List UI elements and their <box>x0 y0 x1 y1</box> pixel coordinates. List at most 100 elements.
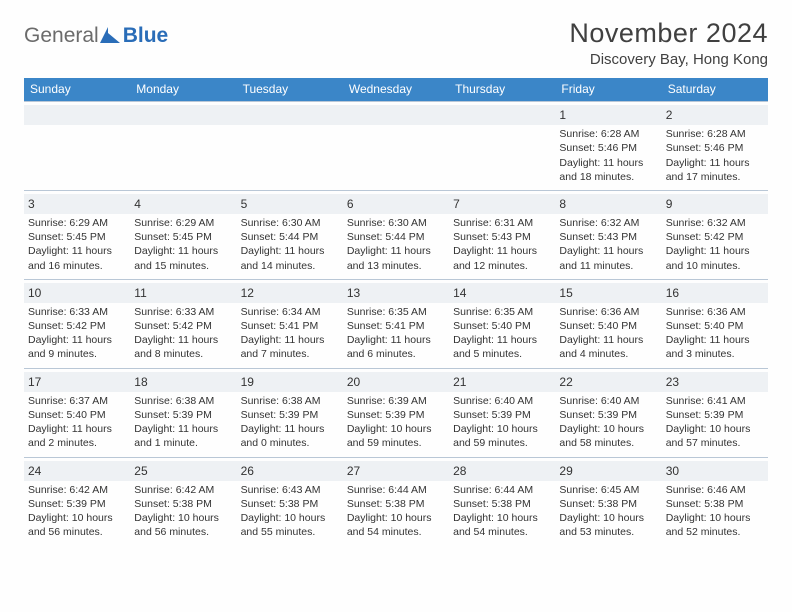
day-number: 17 <box>28 375 41 389</box>
calendar-day: 5Sunrise: 6:30 AMSunset: 5:44 PMDaylight… <box>237 191 343 279</box>
daylight2-text: and 5 minutes. <box>453 347 551 361</box>
weekday-header: Monday <box>130 78 236 101</box>
calendar-day: 25Sunrise: 6:42 AMSunset: 5:38 PMDayligh… <box>130 458 236 546</box>
day-number: 15 <box>559 286 572 300</box>
daylight2-text: and 17 minutes. <box>666 170 764 184</box>
sunset-text: Sunset: 5:38 PM <box>453 497 551 511</box>
daylight2-text: and 11 minutes. <box>559 259 657 273</box>
daylight1-text: Daylight: 11 hours <box>453 244 551 258</box>
calendar-day: 15Sunrise: 6:36 AMSunset: 5:40 PMDayligh… <box>555 280 661 368</box>
weekday-header-row: SundayMondayTuesdayWednesdayThursdayFrid… <box>24 78 768 101</box>
day-number: 18 <box>134 375 147 389</box>
calendar-day: 21Sunrise: 6:40 AMSunset: 5:39 PMDayligh… <box>449 369 555 457</box>
calendar-day: 29Sunrise: 6:45 AMSunset: 5:38 PMDayligh… <box>555 458 661 546</box>
location: Discovery Bay, Hong Kong <box>569 51 768 68</box>
sunset-text: Sunset: 5:38 PM <box>559 497 657 511</box>
sunset-text: Sunset: 5:40 PM <box>666 319 764 333</box>
daylight2-text: and 57 minutes. <box>666 436 764 450</box>
calendar-day: 26Sunrise: 6:43 AMSunset: 5:38 PMDayligh… <box>237 458 343 546</box>
calendar-day: 7Sunrise: 6:31 AMSunset: 5:43 PMDaylight… <box>449 191 555 279</box>
day-number: 20 <box>347 375 360 389</box>
calendar-day: 24Sunrise: 6:42 AMSunset: 5:39 PMDayligh… <box>24 458 130 546</box>
daylight2-text: and 13 minutes. <box>347 259 445 273</box>
daylight2-text: and 8 minutes. <box>134 347 232 361</box>
daylight1-text: Daylight: 11 hours <box>28 422 126 436</box>
daylight1-text: Daylight: 11 hours <box>666 333 764 347</box>
sunrise-text: Sunrise: 6:32 AM <box>666 216 764 230</box>
day-number-row: 9 <box>662 194 768 214</box>
sunset-text: Sunset: 5:39 PM <box>241 408 339 422</box>
day-number: 5 <box>241 197 248 211</box>
daylight1-text: Daylight: 10 hours <box>134 511 232 525</box>
sunset-text: Sunset: 5:38 PM <box>666 497 764 511</box>
title-block: November 2024 Discovery Bay, Hong Kong <box>569 18 768 68</box>
calendar-week: 10 Sunrise: 6:33 AM Sunset: 5:42 PM Dayligh… <box>24 279 768 368</box>
day-number: 10 <box>28 286 41 300</box>
daylight2-text: and 7 minutes. <box>241 347 339 361</box>
daylight2-text: and 4 minutes. <box>559 347 657 361</box>
daylight1-text: Daylight: 10 hours <box>559 422 657 436</box>
daylight2-text: and 16 minutes. <box>28 259 126 273</box>
sunset-text: Sunset: 5:44 PM <box>347 230 445 244</box>
daylight1-text: Daylight: 11 hours <box>347 333 445 347</box>
day-number: 27 <box>347 464 360 478</box>
calendar-day: 20Sunrise: 6:39 AMSunset: 5:39 PMDayligh… <box>343 369 449 457</box>
calendar-day <box>237 102 343 190</box>
daylight2-text: and 12 minutes. <box>453 259 551 273</box>
sunrise-text: Sunrise: 6:35 AM <box>347 305 445 319</box>
sunrise-text: Sunrise: 6:44 AM <box>453 483 551 497</box>
sunrise-text: Sunrise: 6:39 AM <box>347 394 445 408</box>
sunrise-text: Sunrise: 6:33 AM <box>134 305 232 319</box>
calendar-day: 9Sunrise: 6:32 AMSunset: 5:42 PMDaylight… <box>662 191 768 279</box>
daylight1-text: Daylight: 11 hours <box>241 422 339 436</box>
daylight2-text: and 56 minutes. <box>28 525 126 539</box>
day-number: 29 <box>559 464 572 478</box>
daylight1-text: Daylight: 10 hours <box>453 511 551 525</box>
daylight2-text: and 3 minutes. <box>666 347 764 361</box>
day-number: 1 <box>559 108 566 122</box>
day-number: 25 <box>134 464 147 478</box>
weekday-header: Sunday <box>24 78 130 101</box>
day-number-row: 29 <box>555 461 661 481</box>
daylight2-text: and 0 minutes. <box>241 436 339 450</box>
day-number-row <box>24 105 130 125</box>
day-number: 7 <box>453 197 460 211</box>
calendar-day: 2Sunrise: 6:28 AMSunset: 5:46 PMDaylight… <box>662 102 768 190</box>
daylight1-text: Daylight: 11 hours <box>134 244 232 258</box>
daylight1-text: Daylight: 10 hours <box>666 422 764 436</box>
day-number: 30 <box>666 464 679 478</box>
day-number-row: 3 <box>24 194 130 214</box>
sunset-text: Sunset: 5:38 PM <box>347 497 445 511</box>
day-number-row <box>237 105 343 125</box>
day-number: 12 <box>241 286 254 300</box>
day-number-row <box>449 105 555 125</box>
day-number: 3 <box>28 197 35 211</box>
sunset-text: Sunset: 5:40 PM <box>559 319 657 333</box>
calendar-day: 4Sunrise: 6:29 AMSunset: 5:45 PMDaylight… <box>130 191 236 279</box>
daylight2-text: and 54 minutes. <box>347 525 445 539</box>
sunrise-text: Sunrise: 6:29 AM <box>134 216 232 230</box>
daylight2-text: and 52 minutes. <box>666 525 764 539</box>
sunset-text: Sunset: 5:42 PM <box>28 319 126 333</box>
daylight1-text: Daylight: 11 hours <box>28 244 126 258</box>
day-number: 16 <box>666 286 679 300</box>
daylight1-text: Daylight: 10 hours <box>347 422 445 436</box>
sunset-text: Sunset: 5:43 PM <box>453 230 551 244</box>
daylight2-text: and 58 minutes. <box>559 436 657 450</box>
daylight2-text: and 1 minute. <box>134 436 232 450</box>
day-number: 13 <box>347 286 360 300</box>
day-number-row: 17 <box>24 372 130 392</box>
day-number: 22 <box>559 375 572 389</box>
day-number-row: 12 <box>237 283 343 303</box>
sunset-text: Sunset: 5:38 PM <box>241 497 339 511</box>
sunrise-text: Sunrise: 6:37 AM <box>28 394 126 408</box>
sunrise-text: Sunrise: 6:44 AM <box>347 483 445 497</box>
sunrise-text: Sunrise: 6:34 AM <box>241 305 339 319</box>
sunrise-text: Sunrise: 6:40 AM <box>453 394 551 408</box>
daylight1-text: Daylight: 11 hours <box>241 244 339 258</box>
logo: General Blue <box>24 18 168 48</box>
daylight1-text: Daylight: 10 hours <box>559 511 657 525</box>
calendar-day <box>343 102 449 190</box>
day-number-row: 1 <box>555 105 661 125</box>
sunrise-text: Sunrise: 6:36 AM <box>559 305 657 319</box>
